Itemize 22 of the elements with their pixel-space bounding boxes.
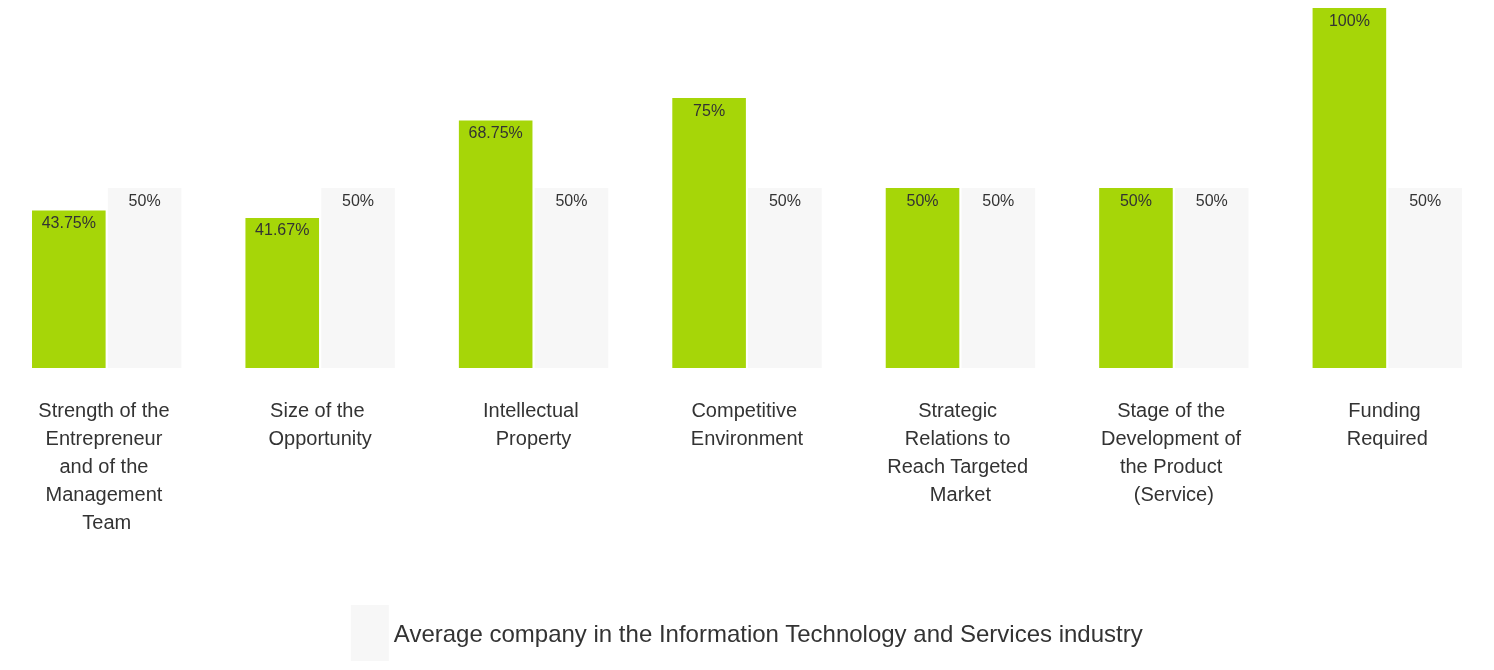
data-label: 41.67%: [255, 221, 310, 239]
data-label: 50%: [555, 191, 588, 209]
data-label: 50%: [128, 191, 161, 209]
data-label: 50%: [1119, 191, 1152, 209]
data-label: 100%: [1328, 11, 1370, 29]
x-tick-label: Funding Required: [1346, 399, 1428, 449]
x-tick-label: Strength of the Entrepreneur and of the Management Team: [38, 399, 176, 533]
data-label: 50%: [768, 191, 801, 209]
x-tick-label: Strategic Relations to Reach Targeted Market: [887, 399, 1034, 505]
data-label: 50%: [342, 191, 375, 209]
data-label: 50%: [1195, 191, 1228, 209]
data-label: 50%: [982, 191, 1015, 209]
data-label: 75%: [693, 101, 726, 119]
x-tick-label: Stage of the Development of the Product (Service): [1101, 399, 1247, 505]
data-label: 50%: [1409, 191, 1442, 209]
x-tick-label: Competitive Environment: [690, 399, 804, 449]
legend-label: Average company in the Information Technology and Services industry: [393, 619, 1143, 647]
data-label: 50%: [906, 191, 939, 209]
x-tick-label: Intellectual Property: [482, 399, 585, 449]
data-label: 68.75%: [468, 124, 523, 141]
data-label: 43.75%: [41, 214, 96, 231]
x-tick-label: Size of the Opportunity: [268, 399, 372, 449]
